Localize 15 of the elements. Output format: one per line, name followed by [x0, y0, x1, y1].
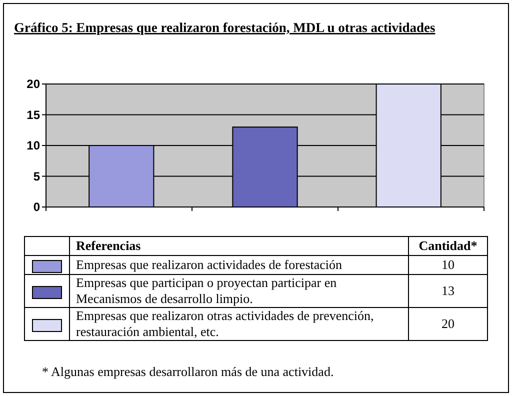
y-tick-label: 0	[33, 200, 40, 214]
legend-label: Empresas que realizaron actividades de forestación	[70, 256, 408, 274]
text: Cantidad*	[408, 236, 488, 256]
y-tick-label: 20	[26, 77, 40, 92]
y-tick-label: 10	[26, 138, 40, 153]
text: 20	[408, 308, 488, 340]
text: 10	[408, 256, 488, 274]
y-tick-label: 15	[26, 108, 40, 122]
legend-label: Empresas que realizaron otras actividades de prevención, restauración ambiental, etc.	[70, 308, 408, 340]
legend-title: Referencias	[70, 236, 408, 256]
text: * Algunas empresas desarrollaron más de una actividad.	[42, 364, 334, 380]
text: 13	[408, 274, 488, 308]
chart-title: Gráfico 5: Empresas que realizaron forestación, MDL u otras actividades	[14, 20, 436, 35]
legend-label: Empresas que participan o proyectan participar en Mecanismos de desarrollo limpio.	[70, 274, 408, 308]
y-tick-label: 5	[33, 169, 40, 184]
